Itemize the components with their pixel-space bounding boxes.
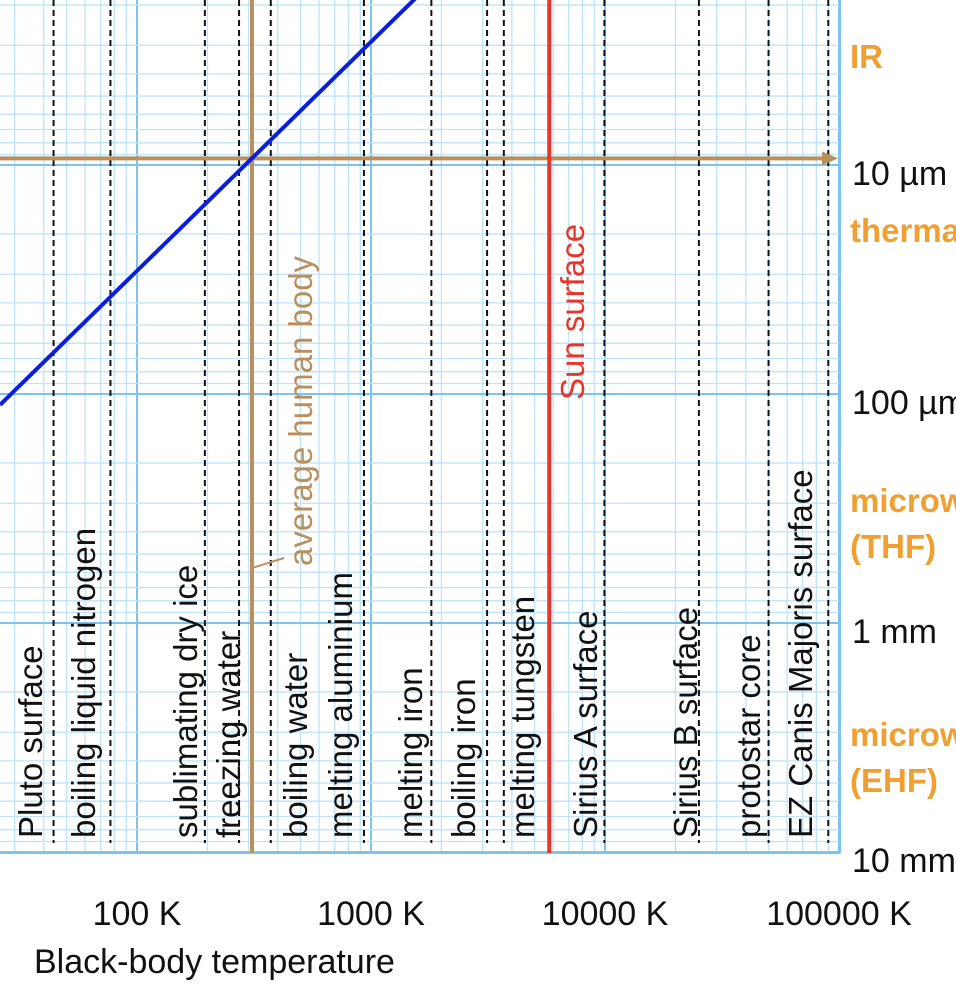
tick-labels: 100 K 1000 K 10000 K 100000 K 10 µm 100 µm 1 m… — [93, 38, 956, 933]
marker-label: boiling liquid nitrogen — [65, 528, 102, 838]
wien-line — [0, 0, 417, 407]
marker-label: protostar core — [730, 634, 767, 838]
marker-label: melting aluminium — [322, 572, 359, 838]
marker-label: boiling iron — [445, 678, 482, 838]
marker-label: sublimating dry ice — [167, 565, 204, 838]
band-label: (THF) — [850, 528, 936, 565]
x-axis-label: Black-body temperature — [34, 943, 395, 981]
marker-label: Sirius B surface — [667, 607, 704, 838]
band-label: microwave — [850, 482, 956, 519]
x-tick-label: 100000 K — [766, 895, 912, 933]
marker-label: boiling water — [277, 653, 314, 838]
x-tick-label: 100 K — [93, 895, 182, 933]
marker-label: Pluto surface — [12, 645, 49, 838]
band-label: thermal — [850, 212, 956, 249]
y-tick-label: 100 µm — [852, 384, 956, 422]
x-tick-label: 10000 K — [542, 895, 669, 933]
marker-label: melting tungsten — [504, 596, 541, 838]
marker-label: Sirius A surface — [567, 611, 604, 838]
highlight-lines — [0, 0, 838, 853]
band-label: microwave — [850, 716, 956, 753]
arrowhead-icon — [822, 151, 838, 166]
marker-labels: Pluto surface boiling liquid nitrogen subl… — [12, 224, 819, 838]
human-body-leader-line — [251, 557, 285, 569]
y-tick-label: 10 mm — [852, 842, 956, 880]
marker-label: melting iron — [392, 667, 429, 838]
y-tick-label: 10 µm — [852, 155, 947, 193]
band-label: (EHF) — [850, 762, 938, 799]
grid — [0, 0, 841, 854]
marker-label: EZ Canis Majoris surface — [782, 469, 819, 838]
sun-surface-label: Sun surface — [554, 224, 591, 400]
human-body-label: average human body — [282, 255, 319, 566]
x-tick-label: 1000 K — [317, 895, 425, 933]
marker-label: freezing water — [210, 631, 247, 838]
band-label: IR — [850, 38, 883, 75]
y-tick-label: 1 mm — [852, 613, 937, 651]
